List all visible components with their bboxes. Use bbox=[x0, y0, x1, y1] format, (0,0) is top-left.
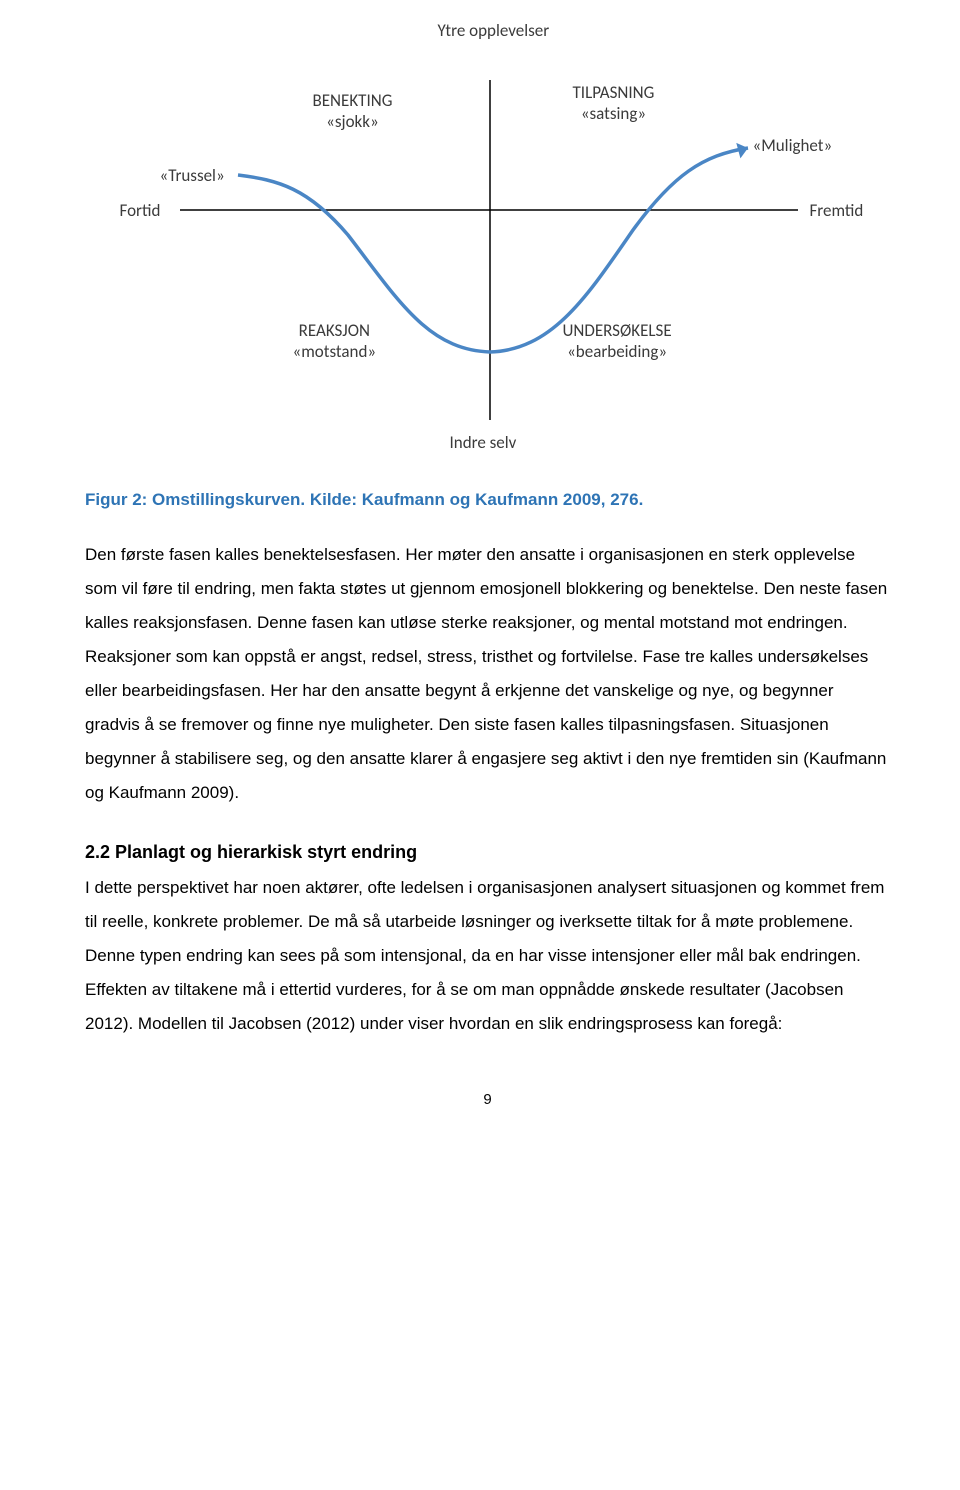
diagram-svg bbox=[98, 20, 878, 460]
label-curve-end: «Mulighet» bbox=[753, 135, 833, 156]
label-q1-line2: «sjokk» bbox=[326, 111, 379, 132]
paragraph-1: Den første fasen kalles benektelsesfasen… bbox=[85, 538, 890, 810]
label-q1: BENEKTING «sjokk» bbox=[313, 90, 393, 133]
label-q3-line1: REAKSJON bbox=[299, 320, 370, 341]
section-heading: 2.2 Planlagt og hierarkisk styrt endring bbox=[85, 842, 890, 863]
figure-caption: Figur 2: Omstillingskurven. Kilde: Kaufm… bbox=[85, 490, 890, 510]
label-bottom-title: Indre selv bbox=[450, 432, 517, 453]
label-curve-start: «Trussel» bbox=[160, 165, 225, 186]
label-q3: REAKSJON «motstand» bbox=[293, 320, 377, 363]
label-q4-line2: «bearbeiding» bbox=[567, 341, 667, 362]
paragraph-2: I dette perspektivet har noen aktører, o… bbox=[85, 871, 890, 1041]
label-top-title: Ytre opplevelser bbox=[438, 20, 550, 41]
label-q4: UNDERSØKELSE «bearbeiding» bbox=[563, 320, 672, 363]
label-q2-line2: «satsing» bbox=[581, 103, 646, 124]
label-q3-line2: «motstand» bbox=[293, 341, 377, 362]
label-q1-line1: BENEKTING bbox=[313, 90, 393, 111]
page-number: 9 bbox=[85, 1091, 890, 1108]
label-q2-line1: TILPASNING bbox=[573, 82, 655, 103]
transition-curve-diagram: Ytre opplevelser Indre selv Fortid Fremt… bbox=[98, 20, 878, 460]
label-left-axis: Fortid bbox=[120, 200, 161, 221]
label-right-axis: Fremtid bbox=[810, 200, 864, 221]
label-q2: TILPASNING «satsing» bbox=[573, 82, 655, 125]
label-q4-line1: UNDERSØKELSE bbox=[563, 320, 672, 341]
